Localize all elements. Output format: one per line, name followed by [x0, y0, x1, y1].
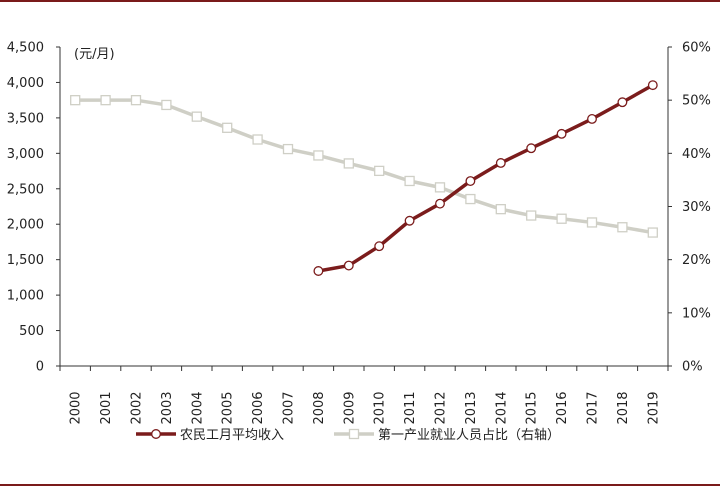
x-tick-label: 2002 [130, 391, 145, 424]
x-tick-label: 2000 [69, 391, 84, 424]
series-2-point [343, 158, 354, 169]
series-1-point [313, 266, 324, 276]
series-2-point [647, 227, 658, 238]
left-tick-label: 2,000 [7, 218, 44, 233]
x-tick-label: 2009 [342, 391, 357, 424]
left-tick-label: 2,500 [7, 182, 44, 197]
x-tick-label: 2008 [312, 391, 327, 424]
series-1-point [647, 80, 658, 91]
series-1-point [465, 176, 476, 187]
series-2-point [374, 165, 385, 177]
legend-marker [151, 429, 161, 439]
legend-item-2: 第一产业就业人员占比（右轴） [334, 428, 560, 443]
series-2-point [526, 210, 537, 221]
x-tick-label: 2006 [251, 391, 266, 424]
left-tick-label: 4,500 [7, 41, 44, 56]
series-2-point [130, 95, 142, 106]
x-tick-label: 2019 [646, 391, 661, 424]
x-tick-label: 2016 [555, 391, 570, 424]
x-tick-label: 2007 [282, 391, 297, 424]
series-1-point [556, 128, 567, 139]
left-tick-label: 3,000 [7, 147, 44, 162]
series-2-point [465, 193, 476, 205]
right-axis-ticks: 0% 10% 20% 30% 40% 50% 60% [668, 41, 711, 375]
series-1-point [495, 158, 506, 168]
x-tick-label: 2015 [525, 391, 540, 424]
unit-label: (元/月) [74, 47, 115, 62]
right-tick-label: 30% [682, 200, 711, 215]
top-border [0, 0, 720, 2]
legend-label: 农民工月平均收入 [180, 428, 284, 443]
left-tick-label: 0 [36, 360, 44, 375]
series-2-point [586, 217, 598, 228]
x-tick-label: 2014 [494, 391, 509, 424]
x-tick-label: 2012 [434, 391, 449, 424]
series-1-point [435, 198, 445, 209]
series-2-line [75, 98, 654, 235]
right-tick-label: 10% [682, 306, 711, 321]
axes [59, 47, 669, 367]
series-1-point [526, 143, 537, 154]
left-tick-label: 1,000 [7, 289, 44, 304]
legend-label: 第一产业就业人员占比（右轴） [378, 428, 560, 443]
x-axis-ticks: 2000 2001 2002 2003 2004 2005 2006 2007 2008 2009… [59, 366, 669, 425]
right-tick-label: 20% [682, 253, 711, 268]
series-group [70, 80, 658, 276]
series-2-point [252, 134, 263, 145]
series-2-point [191, 111, 202, 122]
left-tick-label: 1,500 [7, 253, 44, 268]
bottom-border [0, 484, 720, 486]
right-tick-label: 40% [682, 147, 711, 162]
series-2-point [404, 175, 415, 187]
x-tick-label: 2010 [373, 391, 388, 424]
x-tick-label: 2018 [616, 391, 631, 424]
x-tick-label: 2013 [464, 391, 479, 424]
series-1-point [617, 97, 628, 108]
series-1 [313, 80, 658, 276]
x-tick-label: 2005 [221, 391, 236, 424]
right-tick-label: 60% [682, 41, 711, 56]
series-1-point [404, 215, 415, 226]
x-tick-label: 2017 [586, 391, 601, 424]
series-1-point [374, 241, 385, 252]
series-1-point [587, 114, 597, 124]
left-tick-label: 3,500 [7, 111, 44, 126]
series-2-point [100, 95, 111, 106]
series-2-point [556, 213, 567, 224]
x-tick-label: 2003 [160, 391, 175, 424]
left-tick-label: 4,000 [7, 76, 44, 91]
x-tick-label: 2004 [190, 391, 205, 424]
series-2-point [222, 122, 233, 133]
legend: 农民工月平均收入 第一产业就业人员占比（右轴） [136, 428, 560, 443]
series-2-point [617, 222, 628, 233]
series-2-point [495, 204, 506, 215]
series-1-line [318, 83, 654, 273]
series-2-point [70, 95, 81, 106]
series-2-point [161, 99, 172, 111]
series-2 [70, 95, 658, 238]
series-2-point [434, 182, 446, 193]
series-2-point [282, 143, 294, 155]
left-axis-ticks: 0 500 1,000 1,500 2,000 2,500 3,000 3,500 4,000 4… [7, 41, 60, 375]
series-2-point [313, 150, 324, 161]
x-tick-label: 2011 [403, 391, 418, 424]
right-tick-label: 50% [682, 94, 711, 109]
series-1-point [343, 260, 354, 271]
x-tick-label: 2001 [99, 391, 114, 424]
legend-item-1: 农民工月平均收入 [136, 428, 284, 443]
right-tick-label: 0% [682, 360, 703, 375]
legend-marker [348, 428, 360, 440]
left-tick-label: 500 [19, 324, 44, 339]
